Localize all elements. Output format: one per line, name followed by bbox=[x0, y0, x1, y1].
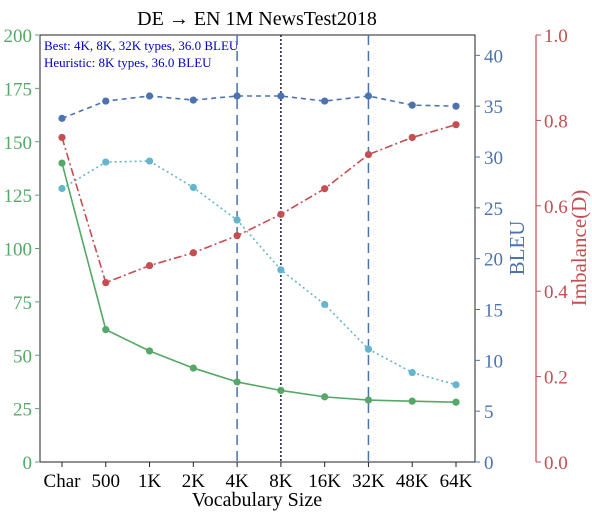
series-2-point-3 bbox=[189, 249, 197, 257]
series-3-point-6 bbox=[321, 393, 329, 401]
x-tick-label-7: 32K bbox=[352, 471, 385, 492]
imbalance-tick-label-2: 0.4 bbox=[544, 282, 568, 303]
series-1-point-0 bbox=[58, 184, 66, 193]
series-3-point-1 bbox=[102, 326, 110, 334]
imbalance-tick-label-5: 1.0 bbox=[544, 26, 568, 47]
series-0-point-8 bbox=[408, 101, 416, 109]
series-0-point-5 bbox=[277, 92, 285, 100]
series-1-point-1 bbox=[102, 158, 110, 166]
x-tick-label-3: 2K bbox=[182, 471, 206, 492]
series-3-point-0 bbox=[58, 159, 66, 167]
series-2-point-4 bbox=[233, 232, 241, 240]
x-tick-label-6: 16K bbox=[308, 471, 341, 492]
series-2-point-9 bbox=[452, 121, 460, 129]
series-2-point-8 bbox=[408, 133, 416, 142]
series-0-point-6 bbox=[321, 97, 329, 105]
series-3-point-8 bbox=[408, 397, 416, 405]
x-tick-label-0: Char bbox=[44, 471, 82, 492]
left-tick-label-4: 100 bbox=[4, 240, 33, 261]
series-layer bbox=[58, 92, 460, 406]
left-tick-label-5: 125 bbox=[4, 186, 33, 207]
series-line-2 bbox=[61, 123, 457, 284]
series-2-point-1 bbox=[102, 279, 110, 287]
series-1-point-7 bbox=[364, 345, 373, 353]
series-3-point-4 bbox=[233, 378, 241, 386]
imbalance-tick-label-1: 0.2 bbox=[544, 368, 568, 389]
x-tick-label-1: 500 bbox=[92, 471, 121, 492]
series-3-point-9 bbox=[452, 398, 460, 406]
left-tick-label-0: 0 bbox=[23, 453, 33, 474]
bleu-tick-label-0: 0 bbox=[484, 453, 494, 474]
axes-layer: Char 500 1K 2K 4K 8K 16K 32K 48K 64K0255075100125… bbox=[4, 26, 569, 492]
series-1-point-5 bbox=[277, 266, 285, 274]
imbalance-tick-label-3: 0.6 bbox=[544, 197, 568, 218]
series-0-point-3 bbox=[189, 96, 197, 104]
bleu-tick-label-1: 5 bbox=[484, 402, 494, 423]
bleu-tick-label-6: 30 bbox=[484, 148, 503, 169]
x-tick-label-5: 8K bbox=[269, 471, 293, 492]
bleu-tick-label-7: 35 bbox=[484, 97, 503, 118]
series-2-point-0 bbox=[58, 133, 66, 142]
series-line-1 bbox=[61, 160, 457, 386]
bleu-tick-label-4: 20 bbox=[484, 250, 503, 271]
bleu-tick-label-8: 40 bbox=[484, 46, 503, 67]
left-tick-label-2: 50 bbox=[13, 346, 32, 367]
annotation-heuristic: Heuristic: 8K types, 36.0 BLEU bbox=[44, 55, 212, 70]
series-0-point-0 bbox=[58, 114, 66, 122]
series-0-point-4 bbox=[233, 92, 241, 100]
series-3-point-5 bbox=[277, 386, 285, 395]
reference-lines bbox=[236, 35, 370, 462]
series-3-point-3 bbox=[189, 364, 197, 372]
series-1-point-3 bbox=[189, 183, 197, 192]
series-1-point-6 bbox=[321, 300, 329, 309]
imbalance-tick-label-0: 0.0 bbox=[544, 453, 568, 474]
series-2-point-2 bbox=[145, 261, 154, 270]
bleu-tick-label-2: 10 bbox=[484, 351, 503, 372]
chart-title: DE → EN 1M NewsTest2018 bbox=[137, 8, 377, 30]
left-tick-label-3: 75 bbox=[13, 293, 32, 314]
x-tick-label-9: 64K bbox=[440, 471, 473, 492]
series-0-point-7 bbox=[364, 92, 373, 100]
imbalance-axis-label: Imbalance(D) bbox=[567, 190, 591, 307]
series-0-point-1 bbox=[102, 97, 110, 105]
bleu-axis-label: BLEU bbox=[505, 221, 529, 276]
left-tick-label-1: 25 bbox=[13, 400, 32, 421]
x-tick-label-2: 1K bbox=[138, 471, 162, 492]
series-1-point-4 bbox=[233, 216, 241, 224]
series-0-point-9 bbox=[452, 102, 460, 110]
series-line-3 bbox=[61, 162, 457, 404]
left-tick-label-7: 175 bbox=[4, 79, 33, 100]
series-line-0 bbox=[61, 95, 457, 120]
bleu-tick-label-5: 25 bbox=[484, 199, 503, 220]
imbalance-tick-label-4: 0.8 bbox=[544, 111, 568, 132]
series-2-point-6 bbox=[321, 185, 329, 193]
x-tick-label-8: 48K bbox=[396, 471, 429, 492]
left-tick-label-6: 150 bbox=[4, 133, 33, 154]
annotation-best: Best: 4K, 8K, 32K types, 36.0 BLEU bbox=[44, 38, 239, 53]
x-tick-label-4: 4K bbox=[225, 471, 249, 492]
series-3-point-7 bbox=[364, 396, 373, 404]
bleu-tick-label-3: 15 bbox=[484, 301, 503, 322]
series-2-point-5 bbox=[277, 210, 285, 218]
left-tick-label-8: 200 bbox=[4, 26, 33, 47]
series-0-point-2 bbox=[145, 92, 154, 100]
series-2-point-7 bbox=[364, 150, 373, 159]
x-axis-label: Vocabulary Size bbox=[192, 489, 322, 511]
series-3-point-2 bbox=[145, 347, 154, 355]
series-1-point-8 bbox=[408, 368, 416, 377]
series-1-point-9 bbox=[452, 381, 460, 389]
series-1-point-2 bbox=[145, 157, 154, 165]
